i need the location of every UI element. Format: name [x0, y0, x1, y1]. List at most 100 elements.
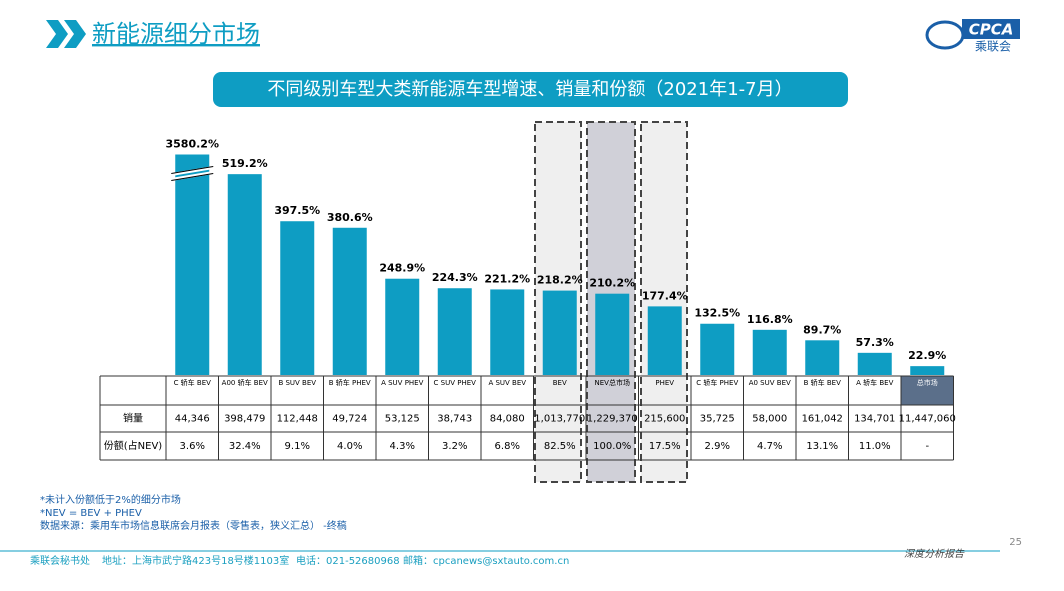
bar	[595, 293, 630, 375]
highlight-box	[640, 121, 688, 483]
table-cell: 49,724	[332, 414, 367, 425]
table-cell: 100.0%	[593, 441, 631, 452]
table-cell: 53,125	[385, 414, 420, 425]
table-cell: 1,229,370	[587, 414, 638, 425]
note: *NEV = BEV + PHEV	[40, 508, 142, 519]
bar	[805, 340, 840, 375]
table-cell: 9.1%	[285, 441, 310, 452]
x-tick-label: BEV	[553, 379, 567, 387]
value-label: 210.2%	[589, 277, 635, 290]
chevron-icon	[64, 20, 86, 48]
bar	[857, 352, 892, 375]
table-cell: 4.0%	[337, 441, 362, 452]
x-tick-label: C 轿车 PHEV	[696, 378, 738, 387]
bar	[700, 323, 735, 375]
value-label: 3580.2%	[166, 138, 219, 151]
x-tick-label: B 轿车 BEV	[804, 378, 841, 387]
value-label: 397.5%	[274, 204, 320, 217]
table-cell: 17.5%	[649, 441, 681, 452]
value-label: 177.4%	[642, 289, 688, 302]
bar	[752, 329, 787, 375]
table-cell: 3.2%	[442, 441, 467, 452]
table-cell: 3.6%	[180, 441, 205, 452]
bar	[647, 306, 682, 375]
table-cell: 11,447,060	[899, 414, 956, 425]
footer-text: 地址：上海市武宁路423号18号楼1103室	[102, 554, 289, 567]
table-cell: 13.1%	[806, 441, 838, 452]
table-cell: 161,042	[802, 414, 843, 425]
table-cell: 38,743	[437, 414, 472, 425]
footer-text: 电话：021-52680968	[296, 554, 400, 567]
table-cell: 82.5%	[544, 441, 576, 452]
footer-report: 深度分析报告	[904, 548, 965, 560]
axis-break	[171, 166, 214, 181]
value-label: 22.9%	[908, 349, 946, 362]
table-cell: 4.3%	[390, 441, 415, 452]
footer-text: 邮箱：cpcanews@sxtauto.com.cn	[403, 554, 569, 567]
value-label: 248.9%	[379, 262, 425, 275]
bar	[910, 366, 945, 375]
table-cell: 35,725	[700, 414, 735, 425]
x-tick-label: A SUV PHEV	[381, 379, 424, 387]
bar	[280, 221, 315, 375]
x-tick-label: B 轿车 PHEV	[329, 378, 371, 387]
table-cell: 1,013,770	[534, 414, 585, 425]
value-label: 380.6%	[327, 211, 373, 224]
table-cell: -	[925, 441, 929, 452]
table-cell: 2.9%	[705, 441, 730, 452]
page-number: 25	[1009, 537, 1022, 548]
x-tick-label: B SUV BEV	[278, 379, 316, 387]
bar	[175, 154, 210, 375]
value-label: 116.8%	[747, 313, 793, 326]
title-banner	[213, 72, 848, 107]
logo-subtext: 乘联会	[975, 40, 1011, 54]
value-label: 89.7%	[803, 323, 841, 336]
table-header-highlight	[901, 376, 954, 405]
x-tick-label: PHEV	[655, 379, 674, 387]
row-label: 份额(占NEV)	[104, 439, 163, 452]
value-label: 224.3%	[432, 271, 478, 284]
x-tick-label: A00 轿车 BEV	[222, 378, 268, 387]
table-cell: 4.7%	[757, 441, 782, 452]
table-cell: 398,479	[224, 414, 265, 425]
value-label: 57.3%	[856, 336, 894, 349]
x-tick-label: A0 SUV BEV	[749, 379, 791, 387]
table-cell: 44,346	[175, 414, 210, 425]
footer-text: 乘联会秘书处	[30, 554, 90, 567]
bar	[542, 290, 577, 375]
value-label: 218.2%	[537, 274, 583, 287]
note: *未计入份额低于2%的细分市场	[40, 493, 181, 506]
bar	[332, 227, 367, 375]
axis-break	[171, 166, 214, 181]
table-cell: 134,701	[854, 414, 895, 425]
x-tick-label: C SUV PHEV	[434, 379, 477, 387]
table-cell: 215,600	[644, 414, 685, 425]
x-tick-label: NEV总市场	[595, 378, 630, 387]
x-tick-label: A SUV BEV	[488, 379, 526, 387]
table-cell: 112,448	[277, 414, 318, 425]
bar	[385, 278, 420, 375]
note: 数据来源：乘用车市场信息联席会月报表（零售表，狭义汇总） -终稿	[40, 519, 347, 532]
table-cell: 6.8%	[495, 441, 520, 452]
x-tick-label: C 轿车 BEV	[174, 378, 212, 387]
logo-mark	[925, 20, 965, 50]
value-label: 132.5%	[694, 307, 740, 320]
x-tick-label: A 轿车 BEV	[856, 378, 893, 387]
chart-title: 不同级别车型大类新能源车型增速、销量和份额（2021年1-7月）	[267, 79, 792, 100]
table-cell: 11.0%	[859, 441, 891, 452]
value-label: 221.2%	[484, 272, 530, 285]
slide-title: 新能源细分市场	[92, 20, 260, 48]
row-label: 销量	[123, 412, 143, 425]
table-cell: 84,080	[490, 414, 525, 425]
plot: 3580.2%519.2% 397.5% 380.6% 248.9% 224.3% 221…	[166, 138, 946, 375]
table-cell: 32.4%	[229, 441, 261, 452]
table-cell: 58,000	[752, 414, 787, 425]
x-tick-label: 总市场	[917, 378, 938, 387]
logo-box	[962, 19, 1020, 39]
bar	[437, 288, 472, 375]
logo-text: CPCA	[969, 21, 1014, 39]
chevron-icon	[46, 20, 68, 48]
